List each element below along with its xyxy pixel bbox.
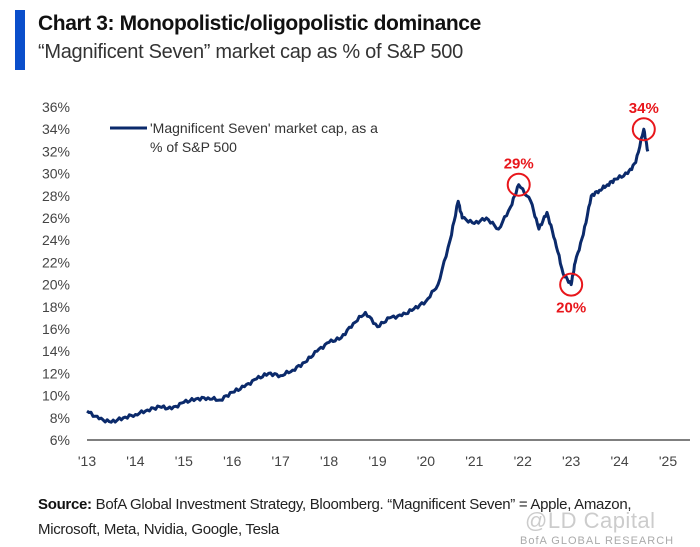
annotation-label: 34% [629, 100, 659, 117]
y-tick-label: 22% [42, 254, 70, 270]
x-tick-label: '21 [465, 453, 483, 469]
annotation-label: 20% [556, 300, 586, 317]
y-tick-label: 8% [50, 410, 70, 426]
y-tick-label: 14% [42, 343, 70, 359]
x-tick-label: '20 [417, 453, 435, 469]
y-tick-label: 28% [42, 188, 70, 204]
line-chart: 6% 8% 10% 12% 14% 16% 18% 20% 22% 24% 26% 28% 30% 32%… [0, 0, 700, 490]
y-tick-label: 12% [42, 365, 70, 381]
source-label: Source: [38, 496, 92, 513]
x-tick-label: '14 [126, 453, 144, 469]
y-tick-label: 20% [42, 277, 70, 293]
annotation-label: 29% [504, 156, 534, 173]
y-tick-label: 16% [42, 321, 70, 337]
y-tick-label: 34% [42, 121, 70, 137]
x-tick-label: '18 [320, 453, 338, 469]
x-tick-label: '25 [659, 453, 677, 469]
x-tick-label: '13 [78, 453, 96, 469]
x-tick-label: '22 [514, 453, 532, 469]
y-tick-label: 32% [42, 143, 70, 159]
y-tick-label: 36% [42, 99, 70, 115]
y-tick-label: 10% [42, 388, 70, 404]
y-tick-label: 30% [42, 166, 70, 182]
x-tick-label: '15 [175, 453, 193, 469]
watermark-secondary: BofA GLOBAL RESEARCH [520, 535, 674, 547]
watermark: @LD Capital [525, 508, 656, 534]
y-tick-label: 24% [42, 232, 70, 248]
y-tick-label: 6% [50, 432, 70, 448]
x-tick-label: '16 [223, 453, 241, 469]
y-tick-label: 26% [42, 210, 70, 226]
x-tick-label: '17 [272, 453, 290, 469]
legend-label: 'Magnificent Seven' market cap, as a% of… [150, 120, 378, 155]
x-tick-label: '24 [610, 453, 628, 469]
x-tick-label: '19 [368, 453, 386, 469]
y-tick-label: 18% [42, 299, 70, 315]
x-tick-label: '23 [562, 453, 580, 469]
